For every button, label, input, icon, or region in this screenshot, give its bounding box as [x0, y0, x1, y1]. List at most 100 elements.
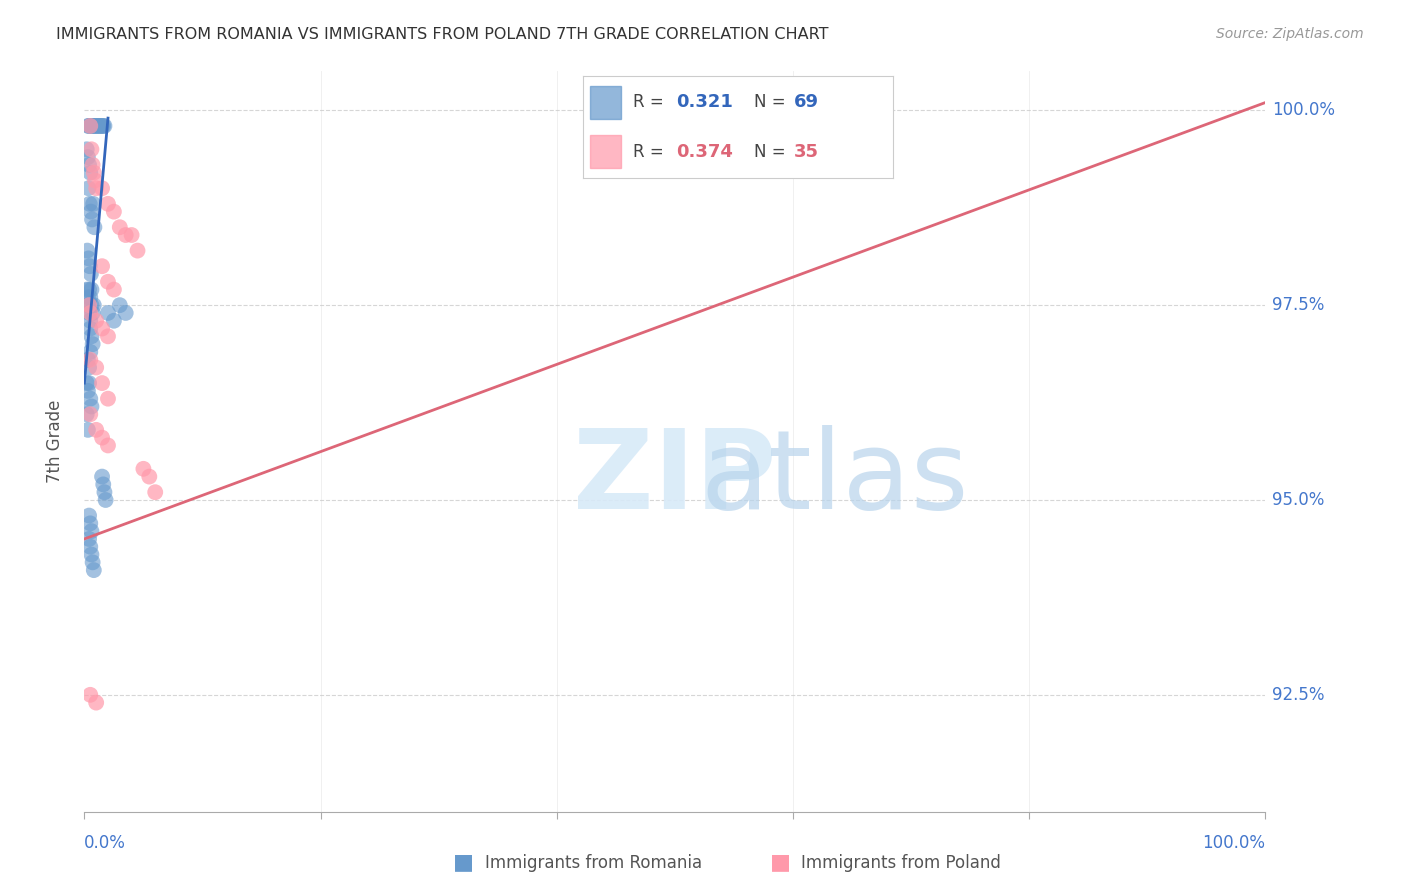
Point	[79, 516, 101, 531]
Point	[97, 329, 120, 343]
Point	[91, 431, 114, 445]
Text: R =: R =	[633, 94, 669, 112]
Point	[77, 306, 100, 320]
Text: atlas: atlas	[700, 425, 969, 532]
Point	[103, 314, 125, 328]
Text: N =: N =	[754, 143, 790, 161]
Point	[79, 119, 101, 133]
Point	[77, 298, 100, 312]
Point	[91, 181, 114, 195]
Point	[79, 119, 101, 133]
Point	[83, 119, 105, 133]
Point	[97, 438, 120, 452]
Point	[82, 555, 104, 569]
Point	[79, 290, 101, 304]
Point	[77, 252, 100, 266]
Point	[80, 329, 103, 343]
Point	[664, 103, 686, 118]
Text: 97.5%: 97.5%	[1272, 296, 1324, 314]
Text: Immigrants from Romania: Immigrants from Romania	[485, 854, 702, 871]
Point	[83, 298, 105, 312]
Point	[79, 688, 101, 702]
Point	[84, 314, 107, 328]
Y-axis label: 7th Grade: 7th Grade	[45, 400, 63, 483]
Point	[77, 181, 100, 195]
Point	[79, 345, 101, 359]
Text: 100.0%: 100.0%	[1202, 834, 1265, 852]
Point	[82, 158, 104, 172]
Point	[83, 563, 105, 577]
Point	[84, 181, 107, 195]
Point	[80, 119, 103, 133]
Text: Immigrants from Poland: Immigrants from Poland	[801, 854, 1001, 871]
Point	[79, 166, 101, 180]
Text: 92.5%: 92.5%	[1272, 686, 1324, 704]
Text: 95.0%: 95.0%	[1272, 491, 1324, 509]
Point	[89, 119, 111, 133]
Point	[82, 197, 104, 211]
Point	[77, 352, 100, 367]
Point	[121, 227, 143, 242]
Point	[80, 283, 103, 297]
Point	[84, 423, 107, 437]
Point	[91, 119, 114, 133]
Point	[91, 259, 114, 273]
Point	[80, 204, 103, 219]
Point	[80, 524, 103, 538]
Point	[79, 259, 101, 273]
Point	[77, 508, 100, 523]
Point	[77, 384, 100, 398]
Point	[76, 407, 98, 421]
Point	[77, 298, 100, 312]
Point	[87, 119, 110, 133]
Point	[79, 197, 101, 211]
Point	[77, 376, 100, 390]
Point	[79, 540, 101, 554]
Point	[76, 244, 98, 258]
Point	[114, 227, 136, 242]
Point	[80, 267, 103, 281]
Text: 100.0%: 100.0%	[1272, 102, 1336, 120]
Point	[90, 119, 112, 133]
Point	[79, 321, 101, 335]
Point	[91, 376, 114, 390]
Point	[143, 485, 166, 500]
Point	[91, 477, 114, 491]
Text: 0.0%: 0.0%	[84, 834, 127, 852]
Point	[114, 306, 136, 320]
Point	[77, 423, 100, 437]
Point	[91, 469, 114, 483]
Text: 35: 35	[794, 143, 818, 161]
Point	[83, 220, 105, 235]
Point	[83, 166, 105, 180]
Point	[84, 119, 107, 133]
Text: N =: N =	[754, 94, 790, 112]
Point	[79, 407, 101, 421]
Text: 0.374: 0.374	[676, 143, 733, 161]
Point	[80, 298, 103, 312]
Point	[84, 360, 107, 375]
Text: R =: R =	[633, 143, 669, 161]
Text: ■: ■	[454, 853, 474, 872]
Point	[91, 321, 114, 335]
Point	[93, 485, 115, 500]
Point	[97, 306, 120, 320]
Point	[79, 306, 101, 320]
Point	[108, 220, 131, 235]
Point	[79, 352, 101, 367]
Point	[103, 204, 125, 219]
Text: 0.321: 0.321	[676, 94, 733, 112]
Point	[86, 119, 108, 133]
Bar	[589, 87, 620, 119]
Point	[93, 119, 115, 133]
Bar	[589, 136, 620, 168]
Point	[77, 532, 100, 546]
Point	[94, 493, 117, 508]
Point	[77, 150, 100, 164]
Point	[97, 275, 120, 289]
Text: ■: ■	[770, 853, 790, 872]
Text: ZIP: ZIP	[574, 425, 776, 532]
Text: Source: ZipAtlas.com: Source: ZipAtlas.com	[1216, 27, 1364, 41]
Point	[76, 142, 98, 156]
Text: 69: 69	[794, 94, 818, 112]
